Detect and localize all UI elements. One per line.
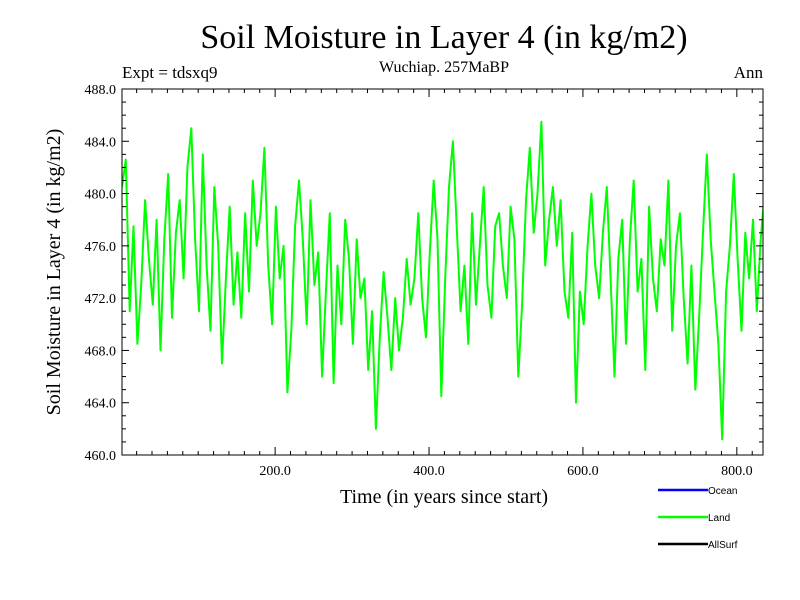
y-tick-label: 468.0 <box>85 344 117 359</box>
legend: Ocean Land AllSurf <box>658 486 738 551</box>
ticks-layer: 460.0 464.0 468.0 472.0 476.0 480.0 484.0 488.0… <box>85 83 763 479</box>
x-tick-label: 800.0 <box>721 464 753 479</box>
x-axis-label: Time (in years since start) <box>340 486 548 508</box>
y-axis-label: Soil Moisture in Layer 4 (in kg/m2) <box>43 129 65 416</box>
chart-subtitle: Wuchiap. 257MaBP <box>379 59 509 76</box>
legend-label-ocean: Ocean <box>708 486 737 497</box>
series-line-land <box>122 120 763 441</box>
legend-label-allsurf: AllSurf <box>708 540 738 551</box>
y-tick-label: 460.0 <box>85 449 117 464</box>
series-layer <box>122 120 763 441</box>
x-tick-label: 400.0 <box>413 464 445 479</box>
y-tick-label: 464.0 <box>85 397 117 412</box>
legend-label-land: Land <box>708 513 730 524</box>
x-tick-label: 200.0 <box>259 464 291 479</box>
chart-title: Soil Moisture in Layer 4 (in kg/m2) <box>200 19 687 56</box>
y-tick-label: 488.0 <box>85 83 117 98</box>
x-tick-label: 600.0 <box>567 464 599 479</box>
y-tick-label: 476.0 <box>85 240 117 255</box>
y-tick-label: 472.0 <box>85 292 117 307</box>
y-tick-label: 480.0 <box>85 188 117 203</box>
season-label: Ann <box>734 63 764 82</box>
y-tick-label: 484.0 <box>85 135 117 150</box>
expt-label: Expt = tdsxq9 <box>122 63 218 82</box>
